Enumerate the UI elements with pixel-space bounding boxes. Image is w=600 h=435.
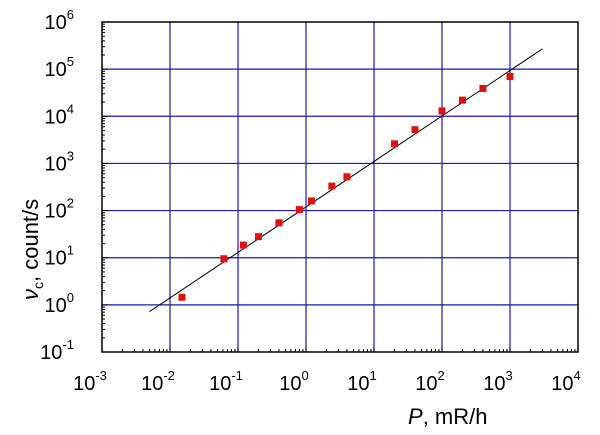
x-tick-label: 10-2 (141, 368, 175, 395)
y-tick-label: 106 (45, 7, 74, 34)
data-point (479, 84, 487, 92)
data-point (254, 233, 262, 241)
data-point (458, 96, 466, 104)
data-point (239, 241, 247, 249)
grid (102, 22, 578, 352)
data-point (390, 140, 398, 148)
x-tick-label: 104 (551, 368, 580, 395)
data-point (178, 293, 186, 301)
y-tick-label: 103 (45, 148, 74, 175)
x-tick-label: 100 (279, 368, 308, 395)
x-tick-label: 101 (347, 368, 376, 395)
x-tick-label: 10-1 (209, 368, 243, 395)
y-tick-label: 100 (45, 290, 74, 317)
data-point (295, 206, 303, 214)
y-tick-label: 10-1 (40, 337, 74, 364)
data-point (343, 173, 351, 181)
x-tick-label: 102 (415, 368, 444, 395)
y-axis-unit: , count/s (18, 199, 43, 282)
y-tick-label: 102 (45, 196, 74, 223)
x-axis-symbol: P (408, 404, 423, 429)
x-tick-label: 103 (483, 368, 512, 395)
axis-ticks (101, 21, 579, 353)
data-point (328, 182, 336, 190)
y-tick-labels: 10-1 100 101 102 103 104 105 106 (40, 7, 74, 364)
plot-frame (101, 21, 579, 353)
data-point (275, 219, 283, 227)
x-axis-unit: , mR/h (423, 404, 488, 429)
data-point (506, 72, 514, 80)
x-tick-labels: 10-3 10-2 10-1 100 101 102 103 104 (73, 368, 581, 395)
x-axis-title: P, mR/h (408, 404, 487, 429)
y-axis-symbol: ν (18, 289, 43, 300)
x-tick-label: 10-3 (73, 368, 107, 395)
y-tick-label: 101 (45, 243, 74, 270)
data-point (307, 197, 315, 205)
data-points (178, 72, 514, 301)
data-point (220, 255, 228, 263)
y-axis-title: νc, count/s (18, 199, 46, 300)
y-tick-label: 104 (45, 101, 74, 128)
y-tick-label: 105 (45, 54, 74, 81)
y-axis-subscript: c (30, 282, 46, 289)
data-point (438, 107, 446, 115)
data-point (411, 126, 419, 134)
